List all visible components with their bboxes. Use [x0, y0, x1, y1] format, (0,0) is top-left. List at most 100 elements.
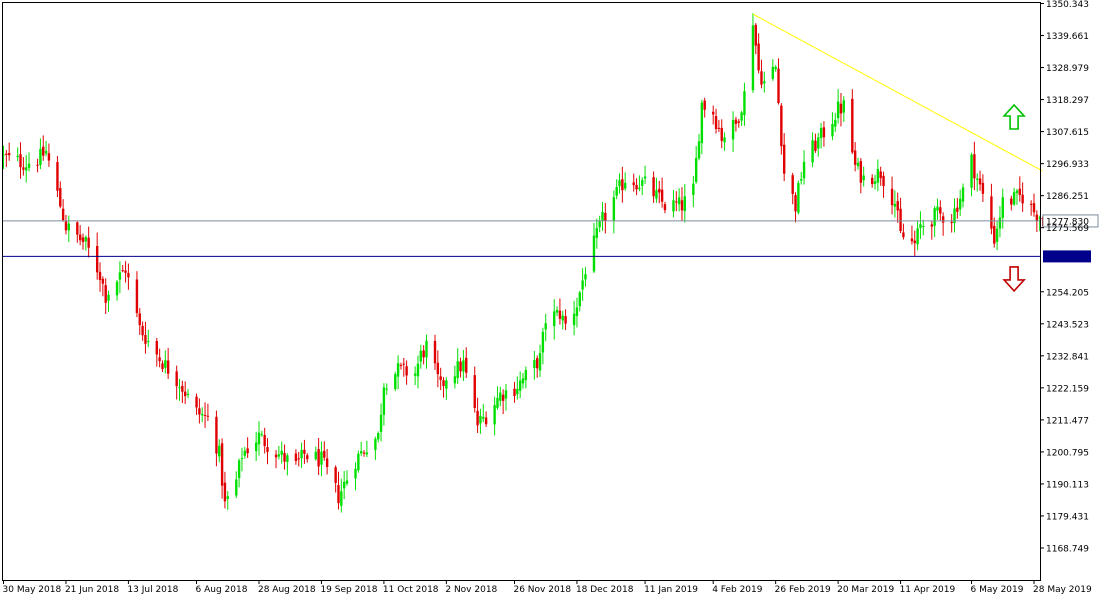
candle-body — [879, 171, 882, 179]
candle — [493, 396, 496, 436]
candle-body — [402, 363, 405, 365]
candle — [101, 276, 105, 297]
candle-body — [856, 162, 860, 167]
candle-body — [683, 196, 687, 211]
candle-body — [95, 245, 99, 273]
candle — [379, 403, 383, 442]
candle-body — [382, 387, 386, 415]
y-tick-label: 1296.933 — [1046, 160, 1089, 170]
candle-body — [893, 203, 897, 207]
candle — [44, 140, 48, 157]
candle-body — [76, 222, 79, 235]
candle-body — [723, 137, 726, 143]
candle-body — [416, 363, 420, 377]
candle — [158, 348, 161, 368]
candle — [658, 180, 661, 204]
candle — [64, 214, 68, 235]
candle-body — [365, 452, 369, 455]
candle — [794, 192, 797, 223]
candle-body — [572, 313, 576, 326]
candle — [240, 447, 244, 472]
candle-body — [101, 278, 105, 284]
candle-body — [104, 285, 107, 303]
candle-body — [737, 121, 740, 123]
candle-body — [1001, 197, 1004, 218]
candle — [672, 190, 675, 218]
candle — [941, 212, 945, 236]
candle — [700, 99, 704, 155]
candle — [354, 462, 357, 491]
candle — [402, 357, 405, 377]
y-tick-label: 1350.343 — [1046, 0, 1089, 10]
candle — [459, 357, 462, 378]
candle-body — [64, 221, 68, 231]
candle — [246, 437, 249, 458]
candle-body — [703, 100, 706, 110]
candle — [280, 441, 283, 464]
candle — [819, 122, 823, 149]
candle-body — [135, 279, 139, 314]
candle-body — [578, 292, 581, 307]
candle-body — [524, 370, 528, 381]
candle — [743, 82, 746, 126]
candle-body — [320, 451, 323, 465]
candle-body — [484, 417, 488, 425]
candle-body — [325, 458, 329, 467]
candle — [950, 214, 953, 233]
candle — [385, 383, 388, 395]
candle — [314, 446, 317, 461]
candle — [893, 190, 897, 218]
candle — [993, 217, 996, 248]
candle — [27, 152, 31, 172]
candle — [692, 175, 695, 208]
candle-body — [882, 175, 885, 187]
candle — [995, 220, 999, 251]
candle-body — [263, 435, 266, 447]
candle — [215, 410, 218, 467]
candle — [357, 450, 360, 473]
candle-body — [78, 234, 82, 241]
candle-body — [910, 238, 914, 242]
candle — [694, 145, 698, 184]
candle — [439, 367, 442, 391]
candle-body — [819, 127, 823, 139]
candle-body — [831, 123, 834, 137]
candle — [181, 380, 184, 404]
candle-body — [961, 187, 965, 202]
y-tick-label: 1318.297 — [1046, 96, 1089, 106]
candle-body — [680, 200, 684, 211]
candle — [237, 458, 241, 488]
candle — [939, 200, 942, 222]
candle-body — [859, 161, 863, 183]
candle — [1010, 195, 1013, 211]
candle-body — [694, 158, 698, 183]
candle-body — [118, 272, 122, 280]
candle-body — [201, 413, 204, 416]
candle — [782, 133, 786, 182]
candle — [757, 33, 760, 74]
candle — [998, 206, 1002, 238]
candle-body — [283, 453, 286, 462]
candle — [919, 211, 922, 239]
candle — [405, 360, 408, 385]
candle — [300, 442, 303, 468]
candle — [916, 221, 919, 251]
candle — [513, 381, 516, 403]
candle — [263, 427, 266, 454]
candle — [990, 183, 993, 235]
candle-body — [564, 316, 567, 324]
candle-body — [740, 112, 743, 121]
candle — [138, 308, 141, 335]
down-arrow-icon — [1002, 266, 1026, 293]
candle — [220, 438, 224, 499]
candle — [922, 219, 925, 236]
candle — [655, 177, 658, 203]
candle — [186, 389, 190, 399]
candle — [166, 347, 170, 379]
candle — [283, 444, 286, 470]
candle-body — [663, 204, 667, 211]
candle-body — [501, 394, 505, 401]
candle-body — [394, 374, 397, 390]
candle-body — [513, 388, 516, 396]
